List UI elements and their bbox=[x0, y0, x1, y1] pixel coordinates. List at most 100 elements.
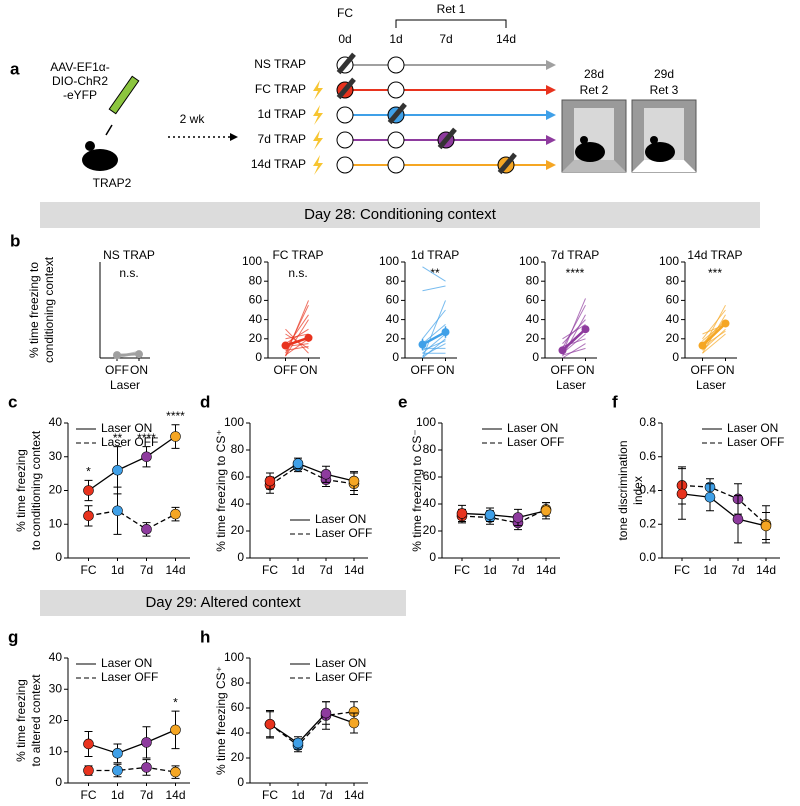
panel-letter: g bbox=[8, 627, 18, 646]
y-tick-label: 0 bbox=[55, 550, 62, 564]
pen bbox=[497, 152, 517, 175]
x-tick-label: FC bbox=[81, 563, 97, 577]
y-axis-label: tone discrimination bbox=[616, 440, 630, 540]
x-tick-label: OFF bbox=[411, 363, 435, 377]
series-line bbox=[88, 729, 176, 755]
y-tick-label: 40 bbox=[49, 415, 63, 429]
data-point bbox=[141, 524, 152, 535]
y-tick-label: 0.6 bbox=[639, 449, 656, 463]
legend-label: Laser ON bbox=[727, 421, 778, 435]
x-tick-label: 1d bbox=[291, 788, 304, 802]
y-tick-label: 80 bbox=[386, 273, 400, 287]
legend-label: Laser OFF bbox=[101, 670, 158, 684]
data-point bbox=[704, 491, 716, 503]
y-axis-label: conditioning context bbox=[42, 256, 56, 363]
syringe bbox=[108, 75, 140, 115]
arrowhead bbox=[546, 60, 556, 70]
y-tick-label: 100 bbox=[519, 254, 539, 268]
test-name: Ret 2 bbox=[580, 83, 609, 97]
x-tick-label: 7d bbox=[319, 563, 332, 577]
subject-line bbox=[422, 343, 446, 357]
y-tick-label: 100 bbox=[224, 650, 244, 664]
data-point bbox=[348, 475, 360, 487]
x-tick-label: ON bbox=[300, 363, 318, 377]
pen bbox=[437, 127, 457, 150]
panel-letter: e bbox=[398, 392, 407, 411]
mouse-ear bbox=[580, 136, 588, 144]
x-tick-label: FC bbox=[454, 563, 470, 577]
y-axis-label: % time freezing bbox=[14, 449, 28, 532]
data-point bbox=[320, 707, 332, 719]
mouse-ear bbox=[650, 136, 658, 144]
y-tick-label: 60 bbox=[231, 469, 245, 483]
legend-label: Laser ON bbox=[507, 421, 558, 435]
annotation: *** bbox=[708, 266, 722, 280]
x-tick-label: 7d bbox=[140, 788, 153, 802]
y-axis-label: % time freezing to CS⁻ bbox=[410, 429, 424, 551]
data-point bbox=[676, 488, 688, 500]
data-point bbox=[264, 475, 276, 487]
data-point bbox=[348, 717, 360, 729]
annotation: n.s. bbox=[288, 266, 307, 280]
y-tick-label: 20 bbox=[526, 331, 540, 345]
arrowhead bbox=[546, 135, 556, 145]
virus-label: AAV-EF1α- bbox=[50, 60, 109, 74]
chart-title: 1d TRAP bbox=[411, 248, 459, 262]
y-tick-label: 60 bbox=[386, 293, 400, 307]
significance: * bbox=[86, 465, 91, 479]
x-tick-label: 1d bbox=[291, 563, 304, 577]
subject-line bbox=[422, 309, 446, 340]
y-tick-label: 10 bbox=[49, 744, 63, 758]
y-tick-label: 20 bbox=[49, 483, 63, 497]
mean-line bbox=[421, 330, 447, 346]
mouse bbox=[82, 149, 118, 171]
mean-point bbox=[581, 325, 590, 334]
light-bolt bbox=[313, 80, 323, 100]
y-tick-label: 100 bbox=[416, 415, 436, 429]
arrowhead bbox=[230, 133, 238, 141]
virus-label: -eYFP bbox=[63, 88, 97, 102]
y-tick-label: 0.2 bbox=[639, 516, 656, 530]
arrowhead bbox=[546, 160, 556, 170]
legend-label: Laser OFF bbox=[315, 670, 372, 684]
y-tick-label: 80 bbox=[231, 442, 245, 456]
legend-label: Laser OFF bbox=[101, 435, 158, 449]
banner: Day 28: Conditioning context bbox=[304, 206, 497, 223]
subject-line bbox=[422, 340, 446, 351]
data-point bbox=[83, 738, 94, 750]
pen bbox=[387, 102, 407, 125]
y-tick-label: 40 bbox=[231, 496, 245, 510]
y-tick-label: 0 bbox=[237, 550, 244, 564]
series-line bbox=[269, 465, 355, 486]
timepoint bbox=[387, 81, 405, 99]
x-axis-label: Laser bbox=[110, 378, 140, 392]
y-tick-label: 60 bbox=[231, 700, 245, 714]
x-tick-label: 1d bbox=[703, 563, 716, 577]
x-tick-label: 7d bbox=[140, 563, 153, 577]
mean-line bbox=[701, 322, 727, 347]
subject-line bbox=[562, 343, 586, 359]
subject-line bbox=[562, 323, 586, 340]
x-tick-label: 14d bbox=[344, 563, 364, 577]
data-point bbox=[83, 765, 94, 776]
y-tick-label: 100 bbox=[379, 254, 399, 268]
mean-point bbox=[113, 351, 121, 360]
x-tick-label: 7d bbox=[319, 788, 332, 802]
panel-letter: d bbox=[200, 392, 210, 411]
chart-title: NS TRAP bbox=[103, 248, 155, 262]
y-tick-label: 80 bbox=[526, 273, 540, 287]
day-label: 7d bbox=[439, 32, 452, 46]
data-point bbox=[512, 512, 524, 523]
legend-label: Laser ON bbox=[101, 656, 152, 670]
y-tick-label: 100 bbox=[224, 415, 244, 429]
annotation: n.s. bbox=[119, 266, 138, 280]
y-axis-label: % time freezing CS⁺ bbox=[214, 666, 228, 775]
y-tick-label: 0 bbox=[672, 350, 679, 364]
mean-point bbox=[135, 350, 143, 359]
subject-line bbox=[422, 333, 446, 354]
timepoint bbox=[387, 56, 405, 74]
series-line bbox=[681, 493, 767, 527]
series-line bbox=[269, 712, 355, 744]
y-tick-label: 40 bbox=[386, 312, 400, 326]
